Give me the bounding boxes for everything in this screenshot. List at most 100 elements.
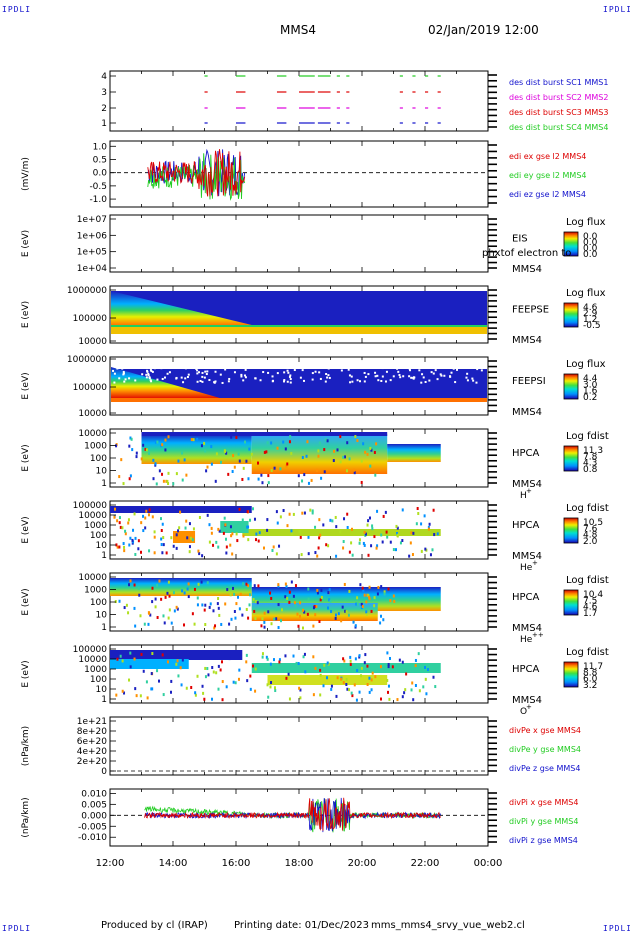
hpca_hepp-speckle: [368, 585, 371, 589]
y-tick-label: 0.5: [93, 155, 107, 165]
feepsi-sparse-pixel: [424, 362, 427, 365]
hpca_h-speckle: [164, 448, 167, 452]
hpca_h-speckle: [230, 435, 233, 439]
hpca_he-speckle: [301, 511, 304, 515]
hpca_he-speckle: [121, 526, 124, 530]
hpca_he-speckle: [175, 546, 178, 550]
hpca_h-speckle: [248, 447, 251, 451]
hpca_hepp-speckle: [319, 598, 322, 602]
feepsi-sparse-pixel: [452, 367, 455, 370]
feepsi-sparse-pixel: [385, 370, 388, 373]
y-tick-label: 1: [101, 551, 107, 561]
feepsi-sparse-pixel: [363, 371, 366, 374]
hpca_o-speckle: [387, 663, 390, 667]
hpca_h-speckle: [232, 454, 235, 458]
hpca_he-speckle: [191, 509, 194, 513]
feepsi-sparse-pixel: [175, 376, 178, 379]
y-tick-label: 1e+06: [77, 231, 108, 241]
hpca_o-speckle: [140, 652, 143, 656]
y-axis-label: (nPa/km): [21, 797, 31, 837]
panel-feepsi: 1000000 100000 10000 E (eV) Log flux 4.43.01.…: [21, 355, 606, 419]
y-tick-label: 4: [101, 72, 107, 82]
legend-entry: divPe y gse MMS4: [509, 745, 581, 754]
y-tick-label: 100: [90, 454, 107, 464]
feepsi-sparse-pixel: [374, 360, 377, 363]
hpca_hepp-speckle: [139, 614, 142, 618]
hpca_he-speckle: [177, 529, 180, 533]
colorbar-tick-label: 1.6: [583, 387, 598, 397]
hpca_o-speckle: [221, 698, 224, 702]
hpca_o-speckle: [304, 670, 307, 674]
hpca_h-speckle: [346, 441, 349, 445]
legend-entry: divPi y gse MMS4: [509, 817, 578, 826]
feepsi-sparse-pixel: [384, 380, 387, 383]
y-tick-label: 0: [101, 767, 107, 777]
y-tick-label: 100: [90, 531, 107, 541]
x-tick-label: 22:00: [411, 858, 440, 869]
hpca_he-speckle: [113, 515, 116, 519]
hpca_he-speckle: [145, 509, 148, 513]
hpca_o-speckle: [292, 654, 295, 658]
feepsi-sparse-pixel: [256, 365, 259, 368]
hpca_h-speckle: [270, 441, 273, 445]
divpi-frame: [109, 788, 489, 847]
y-tick-label: 1e+05: [77, 248, 107, 258]
species-charge: ++: [532, 631, 544, 639]
hpca_o-speckle: [211, 697, 214, 701]
colorbar: [563, 373, 579, 400]
feepsi-sparse-pixel: [311, 378, 314, 381]
colorbar-tick-label: 0.2: [583, 393, 597, 403]
hpca_hepp-speckle: [294, 584, 297, 588]
hpca_he-speckle: [384, 510, 387, 514]
hpca_he-speckle: [373, 535, 376, 539]
hpca_o-speckle: [225, 685, 228, 689]
feepsi-sparse-pixel: [465, 366, 468, 369]
hpca_h-speckle: [369, 464, 372, 468]
feepsi-sparse-pixel: [182, 381, 185, 384]
y-axis-label: E (eV): [21, 516, 31, 543]
legend-entry: des dist burst SC2 MMS2: [509, 93, 608, 102]
hpca_he-speckle: [314, 525, 317, 529]
hpca_h-speckle: [323, 448, 326, 452]
feepsi-sparse-pixel: [118, 364, 121, 367]
feepsi-sparse-pixel: [116, 367, 119, 370]
hpca_hepp-speckle: [191, 612, 194, 616]
hpca_hepp-speckle: [365, 600, 368, 604]
hpca_o-speckle: [366, 664, 369, 668]
hpca_h-speckle: [306, 440, 309, 444]
hpca_hepp-speckle: [288, 600, 291, 604]
hpca_he-speckle: [420, 522, 423, 526]
feepsi-sparse-pixel: [443, 374, 446, 377]
hpca_hepp-speckle: [393, 599, 396, 603]
feepsi-sparse-pixel: [424, 366, 427, 369]
hpca_hepp-speckle: [314, 613, 317, 617]
colorbar: [563, 589, 579, 616]
footer-produced-by: Produced by cl (IRAP): [101, 920, 208, 931]
hpca_he-speckle: [255, 538, 258, 542]
hpca_h-speckle: [273, 466, 276, 470]
hpca_h-speckle: [238, 459, 241, 463]
hpca_he-speckle: [249, 518, 252, 522]
hpca_h-speckle: [135, 455, 138, 459]
hpca_hepp-speckle: [379, 621, 382, 625]
feepsi-sparse-pixel: [355, 360, 358, 363]
hpca_he-speckle: [399, 541, 402, 545]
hpca_o-speckle: [196, 674, 199, 678]
hpca_h-speckle: [167, 435, 170, 439]
hpca_o-speckle: [151, 651, 154, 655]
feepsi-sparse-pixel: [381, 375, 384, 378]
hpca_he-speckle: [116, 545, 119, 549]
hpca_o-speckle: [432, 675, 435, 679]
feepsi-sparse-pixel: [340, 369, 343, 372]
hpca_o-speckle: [368, 690, 371, 694]
hpca_h-speckle: [260, 473, 263, 477]
colorbar-title: Log fdist: [566, 503, 609, 514]
hpca_h-speckle: [320, 476, 323, 480]
hpca_hepp-speckle: [343, 582, 346, 586]
hpca_he-speckle: [116, 519, 119, 523]
hpca_hepp-spectrum-block: [110, 578, 252, 596]
y-tick-label: 1000: [84, 586, 107, 596]
hpca_he-speckle: [191, 538, 194, 542]
legend-entry: edi ez gse l2 MMS4: [509, 190, 586, 199]
